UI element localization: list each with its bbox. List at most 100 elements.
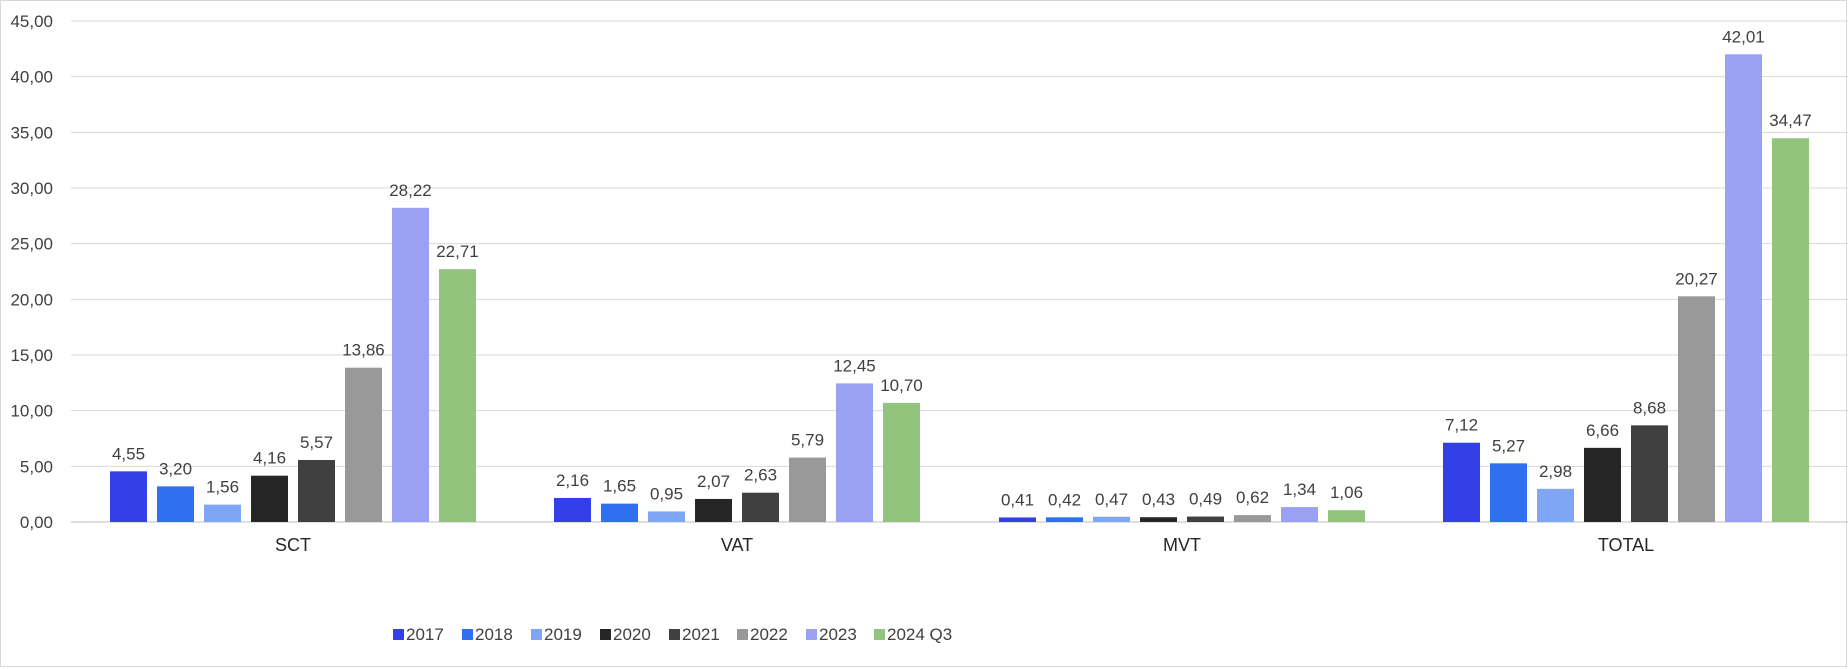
category-label: VAT: [721, 535, 753, 555]
y-tick-label: 30,00: [10, 179, 53, 198]
legend-swatch: [874, 629, 885, 640]
bar-vat-2020: [695, 498, 732, 522]
bar-vat-2022: [789, 457, 826, 522]
y-tick-label: 25,00: [10, 235, 53, 254]
y-tick-label: 40,00: [10, 68, 53, 87]
bar-total-2020: [1584, 447, 1621, 522]
bar-sct-2019: [204, 504, 241, 522]
y-tick-label: 35,00: [10, 123, 53, 142]
data-label: 0,62: [1236, 488, 1269, 507]
bar-total-2024-q3: [1772, 138, 1809, 522]
legend-label: 2024 Q3: [887, 625, 952, 644]
data-label: 5,27: [1492, 436, 1525, 455]
data-label: 22,71: [436, 242, 479, 261]
data-label: 1,56: [206, 478, 239, 497]
bar-sct-2020: [251, 475, 288, 522]
legend-swatch: [600, 629, 611, 640]
x-axis-categories: SCT VAT MVT TOTAL: [275, 535, 1654, 555]
data-label: 1,06: [1330, 483, 1363, 502]
bar-total-2017: [1443, 442, 1480, 522]
legend-label: 2023: [819, 625, 857, 644]
legend-swatch: [462, 629, 473, 640]
data-label: 42,01: [1722, 27, 1765, 46]
bar-sct-2023: [392, 207, 429, 523]
bar-sct-2018: [157, 486, 194, 522]
y-tick-label: 45,00: [10, 12, 53, 31]
bar-vat-2021: [742, 492, 779, 522]
data-label: 10,70: [880, 376, 923, 395]
legend-swatch: [531, 629, 542, 640]
bar-total-2018: [1490, 463, 1527, 522]
bar-vat-2024-q3: [883, 402, 920, 522]
y-tick-label: 10,00: [10, 402, 53, 421]
data-label: 2,16: [556, 471, 589, 490]
y-tick-label: 20,00: [10, 290, 53, 309]
data-label: 28,22: [389, 181, 432, 200]
data-label: 2,07: [697, 472, 730, 491]
y-tick-label: 5,00: [20, 457, 53, 476]
data-label: 34,47: [1769, 111, 1812, 130]
bar-mvt-2017: [999, 517, 1036, 522]
legend-label: 2020: [613, 625, 651, 644]
bar-total-2019: [1537, 488, 1574, 522]
bar-vat-2019: [648, 511, 685, 522]
legend-label: 2021: [682, 625, 720, 644]
data-label: 0,41: [1001, 490, 1034, 509]
bar-mvt-2019: [1093, 516, 1130, 522]
data-labels-layer: 4,55 3,20 1,56 4,16 5,57 13,86 28,22 22,71 2,16 1…: [112, 27, 1812, 509]
y-tick-label: 15,00: [10, 346, 53, 365]
y-axis-ticks: 0,00 5,00 10,00 15,00 20,00 25,00 30,00 35,00 40…: [10, 12, 53, 532]
data-label: 7,12: [1445, 416, 1478, 435]
legend-swatch: [669, 629, 680, 640]
bar-sct-2022: [345, 367, 382, 522]
data-label: 4,16: [253, 449, 286, 468]
category-label: TOTAL: [1598, 535, 1654, 555]
legend: 2017 2018 2019 2020 2021 2022 2023 2024 Q3: [393, 625, 952, 644]
bar-sct-2024-q3: [439, 269, 476, 522]
data-label: 13,86: [342, 341, 385, 360]
data-label: 2,98: [1539, 462, 1572, 481]
data-label: 1,65: [603, 477, 636, 496]
bar-sct-2017: [110, 471, 147, 522]
data-label: 8,68: [1633, 398, 1666, 417]
bar-vat-2018: [601, 503, 638, 522]
bars-layer: [110, 54, 1809, 523]
legend-label: 2018: [475, 625, 513, 644]
legend-label: 2017: [406, 625, 444, 644]
bar-total-2021: [1631, 425, 1668, 522]
legend-label: 2019: [544, 625, 582, 644]
data-label: 0,42: [1048, 490, 1081, 509]
legend-swatch: [393, 629, 404, 640]
data-label: 6,66: [1586, 421, 1619, 440]
data-label: 0,43: [1142, 490, 1175, 509]
bar-mvt-2018: [1046, 517, 1083, 522]
bar-mvt-2020: [1140, 517, 1177, 522]
data-label: 12,45: [833, 356, 876, 375]
bar-mvt-2023: [1281, 507, 1318, 522]
data-label: 4,55: [112, 444, 145, 463]
legend-label: 2022: [750, 625, 788, 644]
bar-mvt-2022: [1234, 515, 1271, 522]
y-tick-label: 0,00: [20, 513, 53, 532]
bar-total-2023: [1725, 54, 1762, 522]
bar-total-2022: [1678, 296, 1715, 522]
bar-mvt-2021: [1187, 516, 1224, 522]
bar-vat-2017: [554, 497, 591, 522]
data-label: 1,34: [1283, 480, 1316, 499]
data-label: 3,20: [159, 459, 192, 478]
bar-vat-2023: [836, 383, 873, 522]
data-label: 5,79: [791, 431, 824, 450]
data-label: 5,57: [300, 433, 333, 452]
category-label: SCT: [275, 535, 311, 555]
data-label: 0,47: [1095, 490, 1128, 509]
legend-swatch: [806, 629, 817, 640]
bar-sct-2021: [298, 459, 335, 522]
data-label: 0,49: [1189, 490, 1222, 509]
data-label: 0,95: [650, 484, 683, 503]
legend-swatch: [737, 629, 748, 640]
bar-mvt-2024-q3: [1328, 510, 1365, 522]
data-label: 20,27: [1675, 269, 1718, 288]
grid-layer: [71, 20, 1848, 523]
